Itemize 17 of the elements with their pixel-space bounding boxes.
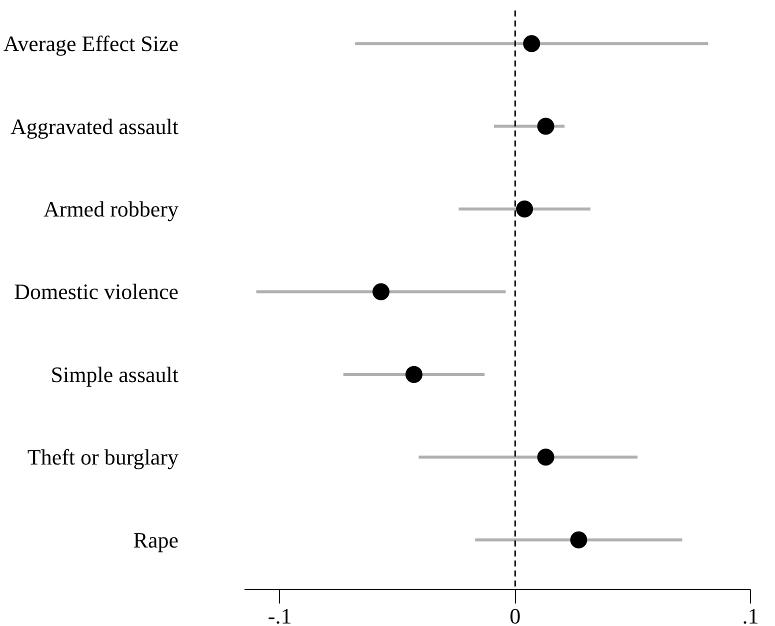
x-tick-label: .1 [742, 604, 759, 626]
point [570, 531, 588, 548]
y-tick-label: Theft or burglary [27, 444, 179, 470]
y-tick-label: Armed robbery [43, 196, 179, 222]
point [537, 118, 554, 135]
point [405, 366, 422, 383]
x-tick-label: -.1 [268, 604, 292, 626]
y-tick-label: Rape [133, 527, 178, 552]
y-tick-label: Average Effect Size [3, 31, 179, 56]
y-tick-label: Aggravated assault [10, 114, 179, 139]
y-tick-label: Simple assault [50, 362, 179, 387]
y-tick-label: Domestic violence [14, 279, 179, 304]
point [372, 283, 390, 300]
x-tick-label: 0 [510, 604, 521, 626]
point [537, 448, 554, 466]
point [523, 35, 540, 52]
point [516, 200, 534, 218]
